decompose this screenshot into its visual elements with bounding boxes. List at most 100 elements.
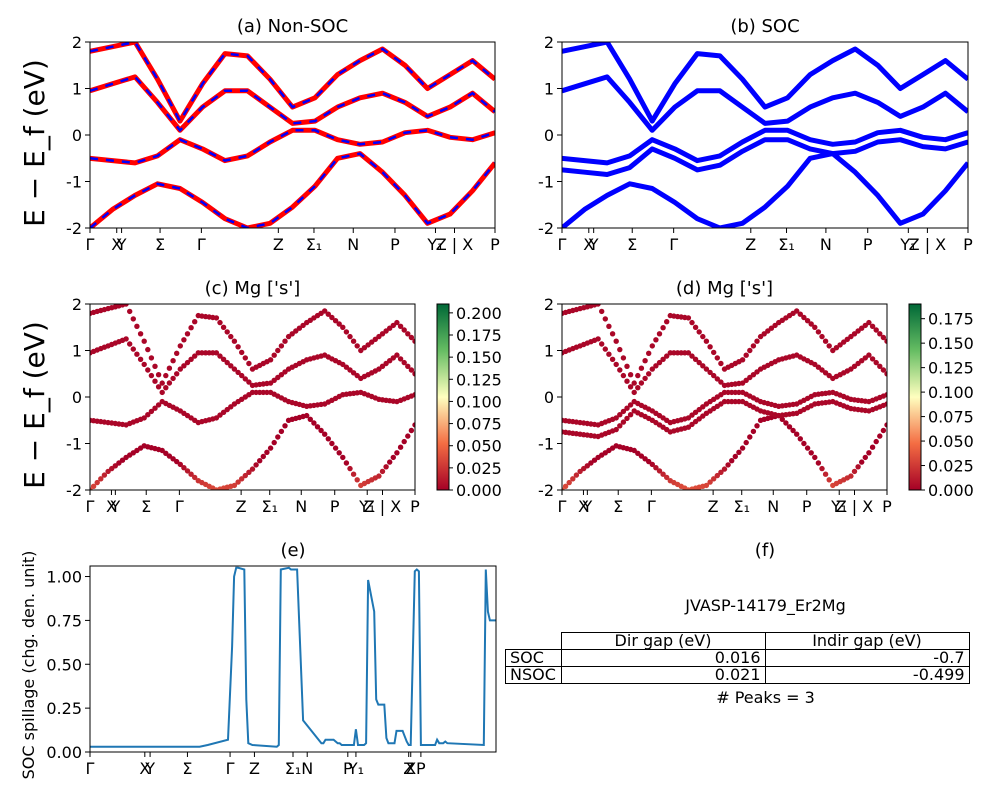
y-tick-label: -2 bbox=[66, 219, 82, 238]
projection-point bbox=[90, 483, 97, 489]
x-tick-label: Y bbox=[588, 235, 599, 254]
projection-point bbox=[322, 308, 328, 314]
y-tick-label: 1.00 bbox=[46, 568, 82, 587]
colorbar-tick-label: 0.150 bbox=[456, 348, 502, 367]
projection-point bbox=[166, 380, 173, 386]
y-tick-label: -2 bbox=[66, 481, 82, 500]
projection-point bbox=[235, 344, 241, 350]
x-tick-label: Σ₁ bbox=[778, 235, 795, 254]
projection-point bbox=[217, 353, 223, 359]
projection-point bbox=[609, 356, 616, 362]
projection-point bbox=[412, 338, 415, 344]
projection-point bbox=[768, 325, 775, 331]
projection-point bbox=[804, 318, 811, 324]
row-label-nsoc: NSOC bbox=[505, 666, 562, 684]
projection-point bbox=[599, 308, 605, 315]
band-line-red bbox=[90, 42, 495, 124]
projection-point bbox=[649, 461, 655, 468]
projection-point bbox=[790, 427, 796, 434]
projection-point bbox=[141, 338, 147, 344]
projection-point bbox=[401, 438, 407, 445]
x-tick-label: X bbox=[139, 759, 150, 778]
projection-point bbox=[664, 353, 670, 359]
x-tick-label: X bbox=[583, 235, 594, 254]
band-line-blue-dashed bbox=[90, 42, 495, 124]
x-tick-label: Z bbox=[403, 759, 414, 778]
projection-point bbox=[412, 371, 415, 377]
projection-point bbox=[880, 334, 887, 341]
projection-point bbox=[653, 363, 659, 369]
projection-point bbox=[642, 375, 648, 382]
y-tick-label: 2 bbox=[544, 295, 554, 314]
colorbar-tick-label: 0.100 bbox=[456, 392, 502, 411]
x-tick-label: P bbox=[330, 497, 340, 516]
projection-point bbox=[311, 420, 317, 426]
x-tick-label: Σ₁ bbox=[261, 497, 278, 516]
y-tick-label: 0 bbox=[544, 126, 554, 145]
projection-point bbox=[627, 384, 634, 390]
panel-title: (d) Mg ['s'] bbox=[676, 278, 773, 299]
projection-point bbox=[307, 416, 313, 422]
x-tick-label: Z bbox=[708, 497, 719, 516]
projection-point bbox=[638, 380, 645, 386]
projection-point bbox=[401, 359, 407, 366]
x-tick-label: Γ bbox=[558, 235, 567, 254]
projection-point bbox=[801, 314, 807, 321]
projection-point bbox=[707, 369, 713, 376]
x-tick-label: Y₁ bbox=[830, 497, 847, 516]
projection-point bbox=[660, 325, 666, 331]
projection-point bbox=[711, 349, 717, 356]
x-tick-label: X bbox=[111, 235, 122, 254]
x-tick-label: Y bbox=[116, 235, 127, 254]
projection-point bbox=[718, 469, 724, 475]
x-tick-label: Y₁ bbox=[358, 497, 375, 516]
projection-point bbox=[340, 324, 346, 330]
y-tick-label: 1 bbox=[72, 80, 82, 99]
projection-point bbox=[159, 380, 165, 386]
projection-point bbox=[606, 351, 612, 357]
colorbar-tick-label: 0.075 bbox=[928, 408, 974, 427]
projection-point bbox=[714, 472, 720, 479]
x-tick-label: N bbox=[767, 497, 779, 516]
projection-point bbox=[246, 379, 252, 385]
projection-point bbox=[170, 358, 176, 364]
projection-point bbox=[624, 378, 630, 384]
projection-point bbox=[177, 461, 183, 468]
x-tick-label: Σ₁ bbox=[285, 759, 302, 778]
projection-point bbox=[350, 471, 357, 477]
projection-point bbox=[405, 331, 411, 337]
band-line-blue-dashed bbox=[90, 129, 495, 165]
projection-point bbox=[822, 338, 829, 344]
x-tick-label: P bbox=[390, 235, 400, 254]
projection-point bbox=[278, 428, 285, 435]
table-row: SOC 0.016 -0.7 bbox=[505, 649, 970, 667]
projection-point bbox=[271, 352, 277, 358]
projection-point bbox=[862, 454, 868, 461]
projection-point bbox=[188, 325, 194, 331]
projection-point bbox=[394, 352, 400, 358]
projection-point bbox=[336, 321, 342, 327]
projection-point bbox=[329, 314, 335, 321]
projection-point bbox=[343, 329, 350, 335]
projection-point bbox=[638, 365, 645, 371]
projection-point bbox=[649, 366, 655, 372]
projection-point bbox=[754, 338, 760, 344]
projection-point bbox=[329, 440, 335, 447]
projection-point bbox=[235, 479, 241, 485]
projection-point bbox=[617, 367, 623, 373]
x-tick-label: Z | X bbox=[836, 497, 874, 516]
x-tick-label: Y bbox=[109, 497, 120, 516]
projection-point bbox=[714, 376, 720, 382]
x-tick-label: X bbox=[106, 497, 117, 516]
projection-point bbox=[90, 487, 93, 490]
projection-point bbox=[242, 376, 248, 382]
projection-point bbox=[736, 449, 742, 455]
y-axis-label: E − E_f (eV) bbox=[18, 321, 51, 489]
projection-point bbox=[397, 444, 404, 450]
projection-point bbox=[646, 371, 652, 377]
x-tick-label: Z | X bbox=[436, 235, 474, 254]
projection-point bbox=[275, 347, 281, 354]
